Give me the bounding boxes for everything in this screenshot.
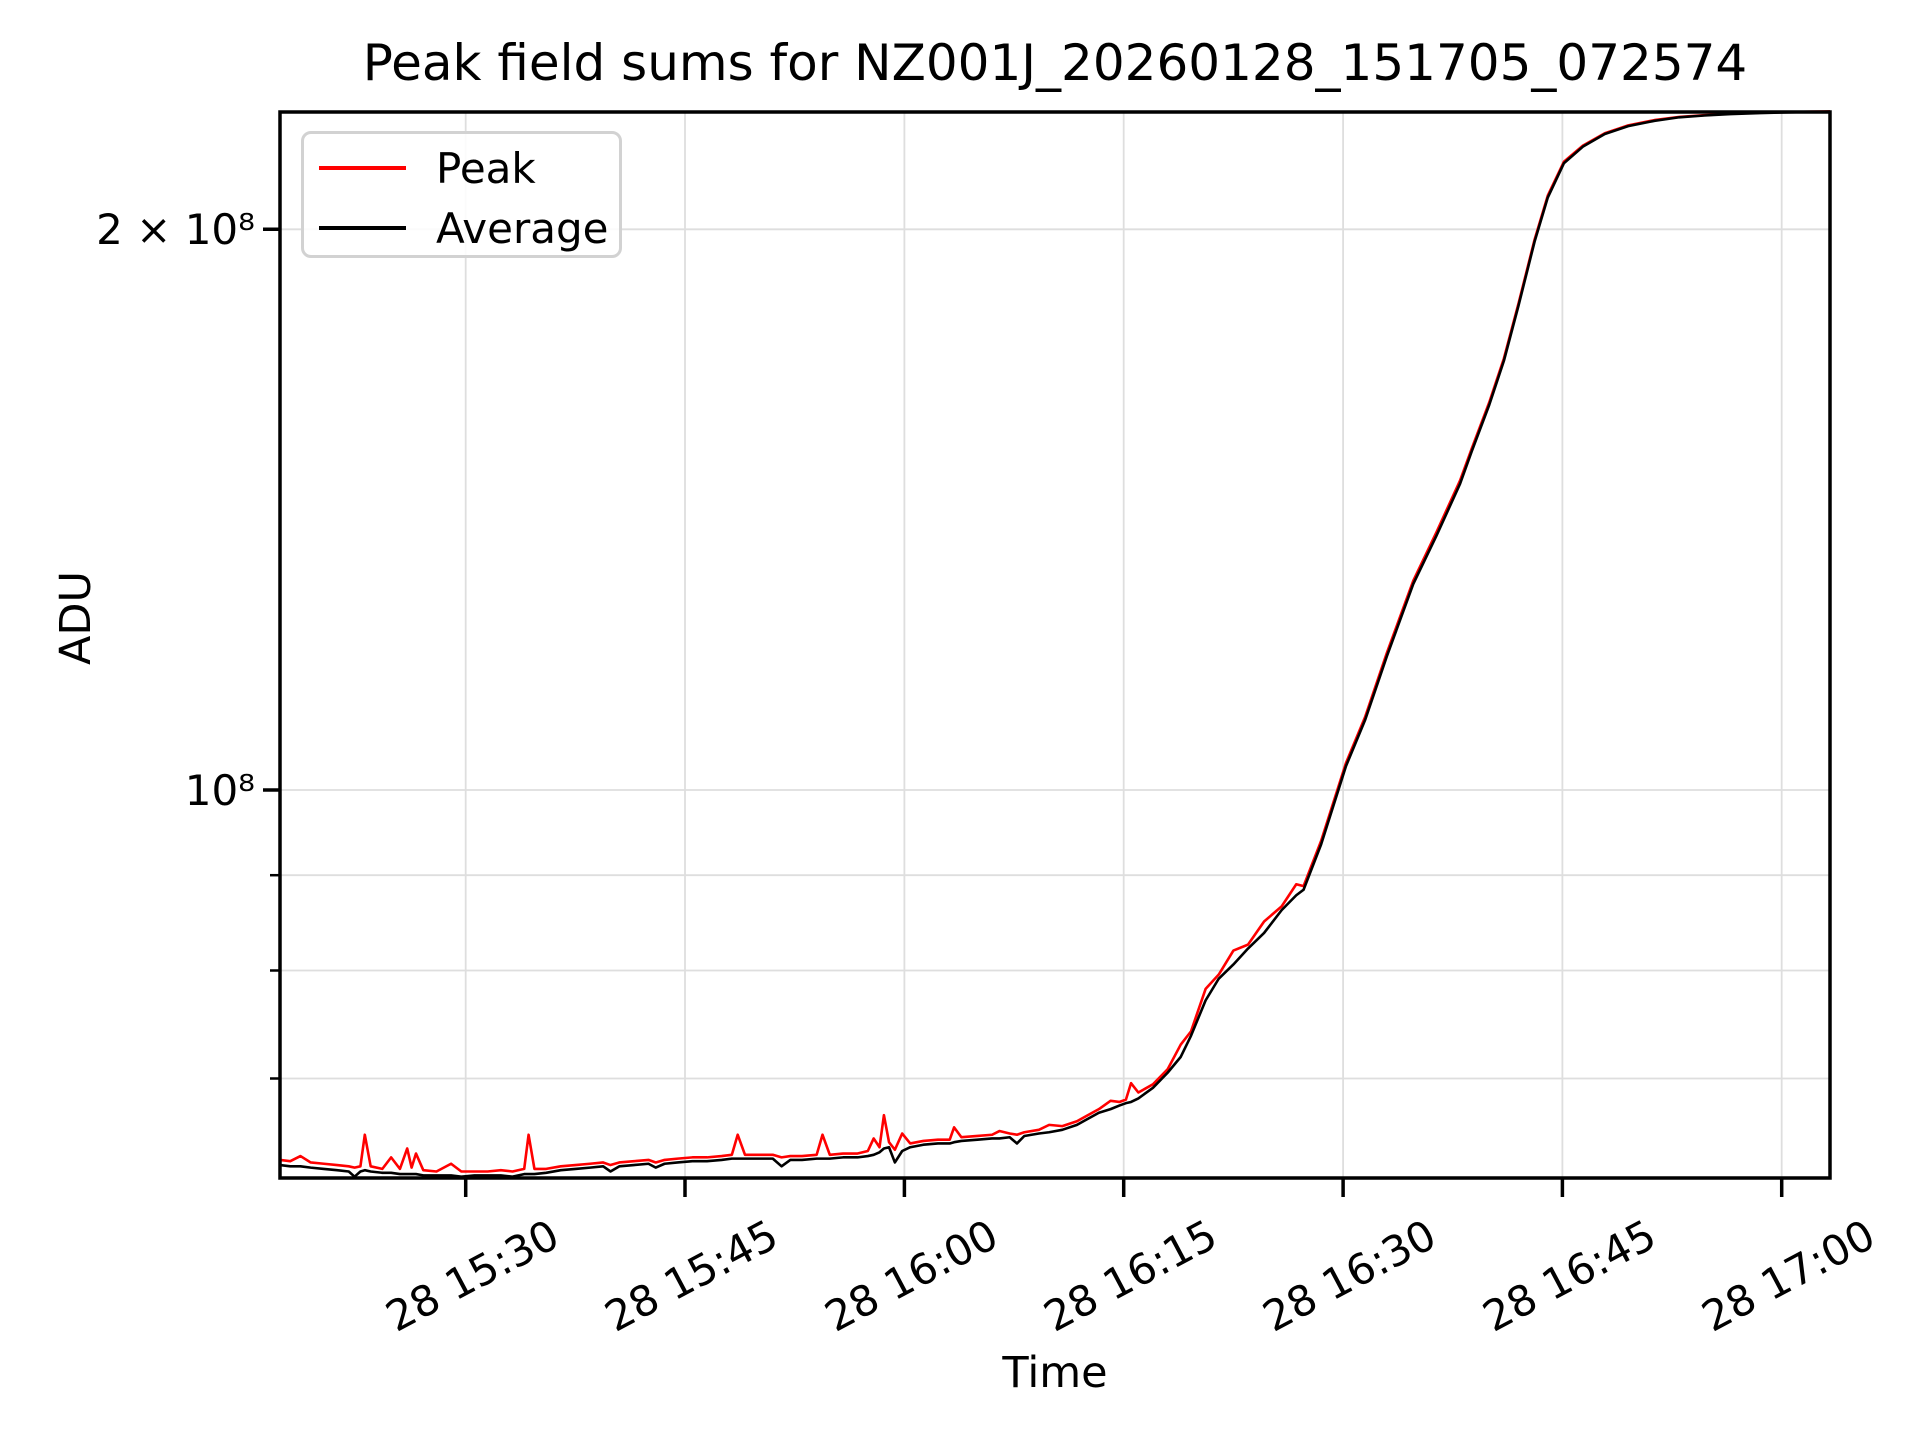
chart-title: Peak field sums for NZ001J_20260128_1517… xyxy=(362,34,1748,92)
plot-border xyxy=(278,110,1832,1180)
peak-line xyxy=(280,110,1830,1173)
legend-item-average: Average xyxy=(319,198,619,258)
legend-label-peak: Peak xyxy=(436,143,536,193)
legend-label-average: Average xyxy=(436,203,609,253)
legend-item-peak: Peak xyxy=(319,138,619,198)
x-axis-label: Time xyxy=(1002,1348,1108,1398)
average-line-sample xyxy=(319,226,406,230)
y-axis-label: ADU xyxy=(51,571,101,665)
peak-line-sample xyxy=(319,166,406,170)
tick-marks xyxy=(263,227,1784,1197)
average-line xyxy=(280,110,1830,1178)
y-tick-label: 10⁸ xyxy=(184,765,255,815)
grid-lines xyxy=(280,112,1830,1178)
legend: Peak Average xyxy=(301,131,622,258)
y-tick-label: 2 × 10⁸ xyxy=(96,205,255,255)
